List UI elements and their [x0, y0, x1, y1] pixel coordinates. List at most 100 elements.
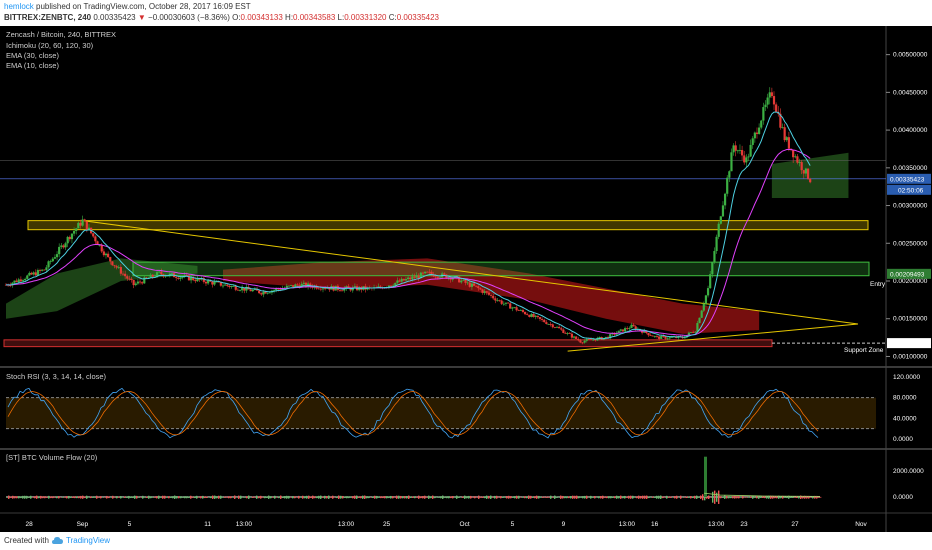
candle-body: [211, 281, 214, 285]
volume-bar: [784, 496, 786, 498]
candle-body: [460, 280, 463, 283]
volume-bar: [702, 494, 704, 501]
volume-bar: [458, 496, 460, 499]
legend-ichimoku[interactable]: Ichimoku (20, 60, 120, 30): [6, 41, 94, 50]
chart-area[interactable]: 0.00100000 0.00150000 0.00200000 0.00250000…: [0, 26, 932, 532]
volume-bar: [632, 495, 634, 499]
candle-body: [800, 162, 803, 171]
entry-price-label: 0.00209493: [890, 271, 925, 278]
candle-body: [604, 336, 608, 338]
volume-bar: [816, 495, 818, 499]
candle-body: [251, 289, 254, 292]
candle-body: [87, 227, 91, 230]
volume-bar: [496, 495, 498, 499]
volume-bar: [136, 495, 138, 499]
candle-body: [564, 332, 567, 334]
candle-body: [543, 319, 546, 323]
candle-body: [228, 285, 231, 288]
legend-ema10[interactable]: EMA (10, close): [6, 61, 59, 70]
volume-bar: [276, 496, 278, 498]
candle-body: [562, 329, 565, 333]
candle-body: [151, 274, 154, 277]
volume-bar: [190, 495, 192, 499]
candle-body: [117, 267, 120, 268]
volume-bar: [370, 496, 372, 498]
volume-bar: [750, 496, 752, 498]
candle-body: [615, 333, 618, 335]
candle-body: [740, 150, 744, 156]
volume-bar: [388, 496, 390, 499]
candle-body: [409, 277, 412, 280]
volume-bar: [116, 496, 118, 499]
volume-bar: [622, 496, 624, 499]
volume-bar: [492, 496, 494, 498]
candle-body: [30, 272, 33, 275]
candle-body: [545, 322, 548, 325]
volume-bar: [298, 495, 300, 499]
candle-body: [530, 314, 533, 317]
candle-body: [113, 265, 116, 267]
current-price-tag: [887, 173, 931, 184]
volume-bar: [820, 496, 822, 498]
volume-bar: [746, 496, 748, 498]
candle-body: [762, 107, 765, 121]
volume-bar: [448, 496, 450, 499]
volume-bar: [356, 495, 358, 499]
candle-body: [619, 329, 622, 331]
volume-bar: [794, 496, 796, 498]
candle-body: [83, 219, 86, 222]
volume-bar: [144, 496, 146, 498]
symbol-ohlc-line: BITTREX:ZENBTC, 240 0.00335423 ▼ −0.0003…: [4, 13, 439, 22]
volume-bar: [250, 496, 252, 498]
volume-bar: [36, 495, 38, 499]
tradingview-brand-link[interactable]: TradingView: [66, 536, 111, 545]
volume-bar: [52, 496, 54, 499]
candle-body: [341, 290, 344, 292]
legend-volume-flow[interactable]: [ST] BTC Volume Flow (20): [6, 453, 98, 462]
chart-header: hemlock published on TradingView.com, Oc…: [0, 0, 932, 26]
candle-body: [102, 251, 105, 256]
volume-bar: [162, 495, 164, 499]
volume-bar: [694, 495, 696, 499]
candle-body: [536, 315, 539, 318]
legend-ema30[interactable]: EMA (30, close): [6, 51, 59, 60]
candle-body: [517, 310, 520, 311]
volume-bar: [152, 496, 154, 498]
candle-body: [21, 280, 25, 282]
candle-body: [438, 277, 442, 279]
volume-bar: [268, 495, 270, 499]
volume-bar: [464, 495, 466, 499]
volume-bar: [170, 496, 172, 498]
candle-body: [207, 280, 210, 284]
volume-bar: [74, 496, 76, 499]
volume-bar: [104, 496, 106, 498]
volume-bar: [548, 496, 550, 498]
volume-bar: [318, 495, 320, 499]
candle-body: [258, 290, 261, 294]
volume-bar: [410, 496, 412, 498]
price-tick-label: 0.00400000: [893, 127, 928, 134]
candle-body: [558, 326, 561, 329]
price-tick-label: 0.00350000: [893, 165, 928, 172]
volume-bar: [372, 496, 374, 499]
volume-bar: [670, 496, 672, 498]
legend-stoch-rsi[interactable]: Stoch RSI (3, 3, 14, 14, close): [6, 372, 107, 381]
candle-body: [515, 307, 518, 311]
volume-bar: [204, 496, 206, 499]
candle-body: [802, 170, 805, 174]
volume-bar: [148, 495, 150, 499]
candle-body: [621, 329, 625, 332]
candle-body: [121, 273, 125, 275]
chart-canvas[interactable]: 0.00100000 0.00150000 0.00200000 0.00250000…: [0, 26, 932, 532]
candle-body: [66, 236, 69, 244]
candle-body: [760, 120, 763, 128]
candle-body: [506, 302, 510, 304]
price-tick-label: 0.00100000: [893, 353, 928, 360]
open-value: 0.00343133: [240, 13, 283, 22]
volume-bar: [350, 496, 352, 498]
volume-bar: [620, 495, 622, 499]
author-link[interactable]: hemlock: [4, 2, 34, 11]
candle-body: [755, 132, 759, 134]
candle-body: [143, 277, 146, 284]
created-with-label: Created with: [4, 536, 49, 545]
